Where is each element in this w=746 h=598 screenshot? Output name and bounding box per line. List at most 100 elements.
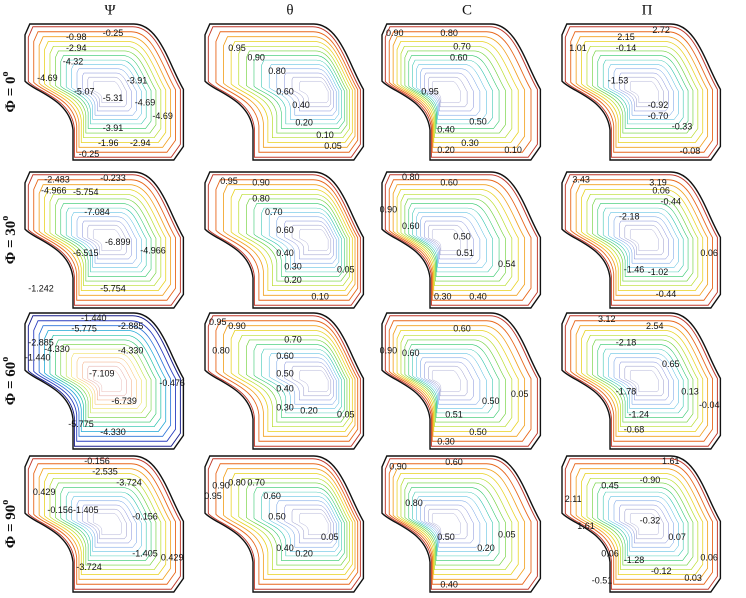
contour-line <box>420 357 481 405</box>
contour-label: 0.20 <box>295 548 313 558</box>
contour-label: -4.69 <box>152 111 173 121</box>
contour-label: 2.72 <box>652 25 670 35</box>
contour-line <box>44 330 167 432</box>
contour-label: -0.14 <box>616 43 637 53</box>
contour-label: -2.94 <box>66 43 87 53</box>
contour-line <box>33 31 176 153</box>
contour-label: -1.53 <box>608 75 629 85</box>
contour-line <box>624 366 664 396</box>
contour-line <box>82 504 132 544</box>
contour-label: -7.109 <box>89 369 115 379</box>
contour-label: 0.80 <box>228 478 246 488</box>
contour-line <box>284 361 334 401</box>
contour-label: 0.95 <box>209 317 227 327</box>
contour-line <box>388 320 532 442</box>
contour-label: -2.94 <box>130 138 151 148</box>
contour-line <box>71 496 142 552</box>
contour-label: -0.92 <box>648 100 669 110</box>
contour-line <box>581 330 704 432</box>
contour-line <box>261 207 342 273</box>
contour-line <box>215 179 359 301</box>
contour-line <box>93 513 122 535</box>
contour-line <box>400 45 513 139</box>
contour-label: -0.68 <box>624 424 645 434</box>
contour-label: 0.80 <box>440 28 458 38</box>
contour-line <box>412 491 493 557</box>
contour-line <box>268 64 340 120</box>
contour-line <box>564 315 718 447</box>
contour-label: -2.535 <box>92 467 118 477</box>
contour-panel: 0.90 0.60 0.80 0.50 0.200.05 0.40 <box>381 455 542 593</box>
contour-line <box>388 179 532 301</box>
contour-line <box>384 174 538 306</box>
channel-wall <box>381 23 542 161</box>
contour-line <box>27 315 181 447</box>
contour-label: 0.60 <box>276 351 294 361</box>
contour-line <box>76 216 137 264</box>
contour-line <box>586 334 699 428</box>
contour-label: -0.156 <box>84 456 110 466</box>
contour-label: -3.91 <box>127 75 148 85</box>
contour-label: -4.330 <box>44 344 70 354</box>
contour-label: 0.90 <box>212 480 230 490</box>
contour-line <box>581 41 704 143</box>
row-label-sup: o <box>0 357 11 362</box>
contour-label: -4.330 <box>118 345 144 355</box>
column-header: θ <box>286 2 293 18</box>
contour-line <box>404 50 506 134</box>
contour-label: 0.10 <box>311 291 329 301</box>
row-label: Φ = 0o <box>0 72 19 113</box>
contour-label: -0.156 <box>47 505 73 515</box>
contour-label: 0.60 <box>445 457 463 467</box>
contour-line <box>392 36 526 148</box>
contour-line <box>223 468 356 580</box>
contour-label: -2.483 <box>44 175 70 185</box>
contour-line <box>268 496 340 552</box>
contour-line <box>388 463 532 585</box>
contour-line <box>624 77 664 107</box>
contour-line <box>586 193 699 287</box>
contour-line <box>416 496 487 552</box>
contour-line <box>207 315 361 447</box>
contour-label: 0.60 <box>263 491 281 501</box>
contour-label: 2.15 <box>617 32 635 42</box>
contour-line <box>396 330 519 432</box>
contour-label: -1.24 <box>629 409 650 419</box>
contour-label: 0.70 <box>453 41 471 51</box>
contour-line <box>284 220 334 260</box>
row-label-text: Φ = 0 <box>3 77 19 113</box>
contour-line <box>276 216 337 264</box>
contour-line <box>602 59 684 125</box>
contour-line <box>428 366 468 396</box>
contour-line <box>276 68 337 116</box>
row-label-sup: o <box>0 500 11 505</box>
contour-label: 0.90 <box>228 321 246 331</box>
contour-label: 0.90 <box>380 204 398 214</box>
contour-line <box>404 339 506 423</box>
contour-line <box>400 477 513 571</box>
contour-label: -0.70 <box>648 111 669 121</box>
channel-wall <box>381 455 542 593</box>
contour-line <box>71 212 142 268</box>
contour-line <box>597 487 689 561</box>
contour-line <box>424 220 474 260</box>
contour-label: 0.95 <box>204 491 222 501</box>
contour-line <box>624 225 664 255</box>
channel-wall <box>204 23 365 161</box>
contour-label: 0.30 <box>461 138 479 148</box>
contour-line <box>608 353 679 409</box>
contour-label: 0.60 <box>440 177 458 187</box>
contour-label: -0.98 <box>66 32 87 42</box>
contour-line <box>38 325 172 437</box>
contour-label: -1.242 <box>28 283 54 293</box>
contour-line <box>87 225 127 255</box>
contour-label: -0.44 <box>661 196 682 206</box>
contour-label: 0.80 <box>405 498 423 508</box>
contour-line <box>575 184 709 296</box>
contour-panel: 0.900.95 0.80 0.70 0.60 0.50 0.400.20 0.05 <box>204 455 365 593</box>
contour-label: 3.12 <box>598 314 616 324</box>
row-label-text: Φ = 90 <box>3 505 19 548</box>
contour-label: 0.20 <box>284 275 302 285</box>
contour-label: 0.03 <box>684 573 702 583</box>
contour-label: 0.60 <box>276 225 294 235</box>
